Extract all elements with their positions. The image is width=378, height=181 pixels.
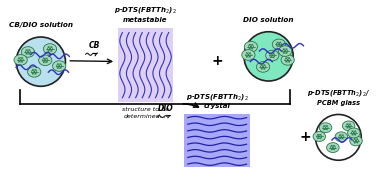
Ellipse shape — [242, 50, 255, 60]
Ellipse shape — [14, 55, 27, 65]
Ellipse shape — [16, 37, 65, 86]
Ellipse shape — [39, 55, 52, 66]
Text: +: + — [211, 54, 223, 68]
Ellipse shape — [266, 50, 279, 61]
Ellipse shape — [319, 123, 332, 133]
FancyBboxPatch shape — [184, 114, 250, 167]
Text: CB: CB — [88, 41, 100, 50]
Ellipse shape — [256, 62, 270, 72]
Ellipse shape — [281, 55, 294, 65]
Text: DIO solution: DIO solution — [243, 17, 294, 23]
FancyArrowPatch shape — [94, 53, 98, 56]
Ellipse shape — [244, 32, 293, 81]
Text: DIO: DIO — [158, 104, 174, 113]
Text: structure to be
determined...: structure to be determined... — [122, 108, 169, 119]
Ellipse shape — [244, 41, 257, 52]
Ellipse shape — [327, 143, 339, 153]
Ellipse shape — [342, 121, 355, 131]
FancyBboxPatch shape — [118, 28, 173, 102]
Ellipse shape — [313, 132, 325, 141]
Ellipse shape — [279, 46, 292, 56]
Ellipse shape — [348, 128, 360, 138]
Text: CB/DIO solution: CB/DIO solution — [9, 22, 73, 28]
Text: p-DTS(FBTTh$_2$)$_2$/
PCBM glass: p-DTS(FBTTh$_2$)$_2$/ PCBM glass — [307, 88, 370, 106]
Ellipse shape — [316, 114, 361, 160]
Ellipse shape — [272, 39, 285, 50]
Ellipse shape — [53, 61, 66, 71]
Ellipse shape — [43, 44, 57, 54]
Text: p-DTS(FBTTh$_2$)$_2$
crystal: p-DTS(FBTTh$_2$)$_2$ crystal — [186, 92, 249, 109]
Ellipse shape — [350, 136, 362, 146]
FancyArrowPatch shape — [183, 103, 198, 107]
Ellipse shape — [22, 47, 34, 57]
Text: +: + — [299, 130, 311, 144]
Ellipse shape — [28, 67, 41, 77]
FancyArrowPatch shape — [70, 59, 112, 64]
Text: p-DTS(FBTTh$_2$)$_2$
metastable: p-DTS(FBTTh$_2$)$_2$ metastable — [114, 5, 177, 23]
Ellipse shape — [335, 132, 348, 142]
FancyArrowPatch shape — [167, 115, 170, 118]
